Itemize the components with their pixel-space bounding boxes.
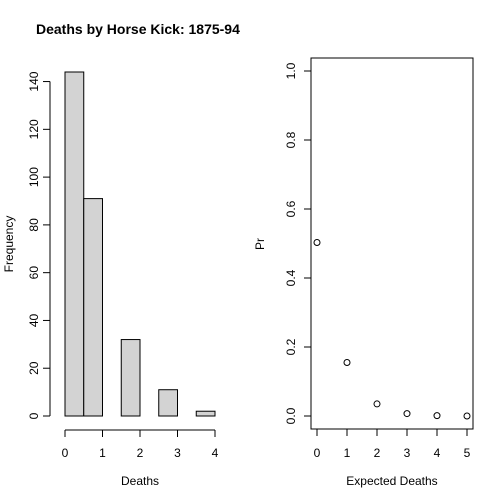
histogram-x-tick-label: 4 [212,446,219,460]
scatter-y-tick-label: 0.6 [284,200,298,217]
histogram-x-axis: 0 1 2 3 4 [62,430,219,460]
histogram-bars [65,72,215,416]
scatter-y-tick-label: 0.8 [284,131,298,148]
scatter-x-tick-label: 1 [344,446,351,460]
scatter-x-axis: 0 1 2 3 4 5 [314,429,471,460]
histogram-x-tick-label: 2 [137,446,144,460]
scatter-x-tick-label: 3 [404,446,411,460]
chart-title: Deaths by Horse Kick: 1875-94 [36,21,240,37]
histogram-bar-1 [84,199,103,416]
scatter-point-0 [314,239,320,245]
histogram-bar-3 [159,390,178,416]
scatter-point-5 [464,413,470,419]
scatter-y-tick-label: 0.2 [284,338,298,355]
scatter-points [314,239,470,419]
scatter-y-label: Pr [253,238,267,250]
scatter-x-tick-label: 4 [434,446,441,460]
scatter-y-tick-label: 1.0 [284,62,298,79]
scatter-y-axis: 0.0 0.2 0.4 0.6 0.8 1.0 [284,62,311,424]
scatter-y-tick-label: 0.0 [284,407,298,424]
histogram-y-label: Frequency [2,216,16,273]
histogram-y-tick-label: 120 [27,119,41,139]
scatter-point-4 [434,413,440,419]
histogram-y-tick-label: 100 [27,167,41,187]
histogram-x-tick-label: 1 [99,446,106,460]
scatter-x-tick-label: 2 [374,446,381,460]
scatter-y-tick-label: 0.4 [284,269,298,286]
scatter-x-tick-label: 0 [314,446,321,460]
histogram-bar-0 [65,72,84,416]
histogram-y-tick-label: 40 [27,313,41,327]
scatter-point-1 [344,360,350,366]
histogram-y-axis: 0 20 40 60 80 100 120 140 [27,71,50,419]
histogram-y-tick-label: 140 [27,71,41,91]
histogram-y-tick-label: 20 [27,361,41,375]
histogram-y-tick-label: 80 [27,218,41,232]
histogram-x-tick-label: 0 [62,446,69,460]
scatter-x-label: Expected Deaths [346,474,437,488]
scatter-plot-box [311,58,473,429]
histogram-x-label: Deaths [121,474,159,488]
histogram-y-tick-label: 60 [27,266,41,280]
histogram-bar-4 [196,411,215,416]
histogram-panel: 0 1 2 3 4 0 20 40 60 80 100 120 140 Deaths Frequenc… [2,71,219,488]
scatter-x-tick-label: 5 [464,446,471,460]
scatter-panel: 0 1 2 3 4 5 0.0 0.2 0.4 0.6 0.8 1.0 Expected Death… [253,58,473,488]
scatter-point-2 [374,401,380,407]
histogram-bar-2 [121,340,140,416]
histogram-y-tick-label: 0 [27,412,41,419]
histogram-x-tick-label: 3 [174,446,181,460]
scatter-point-3 [404,411,410,417]
